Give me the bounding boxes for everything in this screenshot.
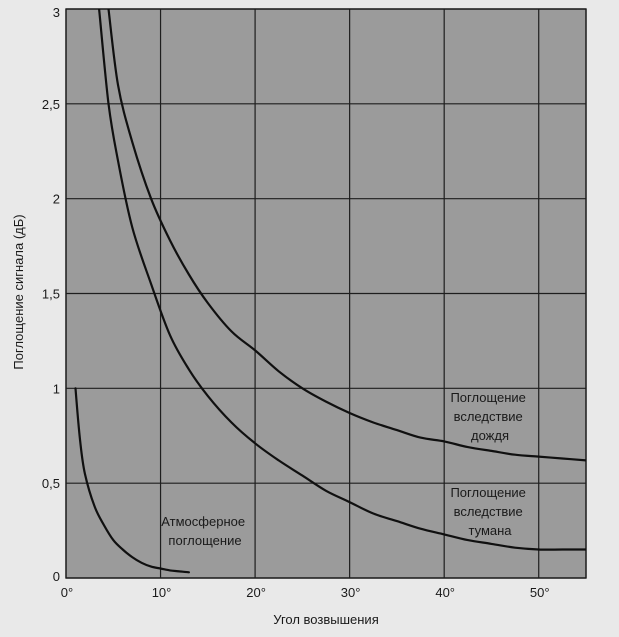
annotation-fog-line-3: тумана xyxy=(468,523,512,538)
x-axis: 0° 10° 20° 30° 40° 50° xyxy=(61,585,550,600)
x-tick-label: 20° xyxy=(246,585,266,600)
annotation-rain-line-1: Поглощение xyxy=(450,390,525,405)
gridlines xyxy=(65,8,587,579)
annotation-atmospheric: Атмосферное поглощение xyxy=(161,514,248,548)
y-tick-label: 0 xyxy=(53,569,60,584)
x-axis-title: Угол возвышения xyxy=(273,612,378,627)
series-atmospheric-line xyxy=(74,387,190,574)
plot-frame xyxy=(65,8,587,579)
x-tick-label: 0° xyxy=(61,585,73,600)
y-tick-label: 0,5 xyxy=(42,476,60,491)
annotation-rain-line-2: вследствие xyxy=(454,409,523,424)
annotation-rain-line-3: дождя xyxy=(471,428,509,443)
annotation-fog-line-2: вследствие xyxy=(454,504,523,519)
y-tick-label: 2,5 xyxy=(42,97,60,112)
x-tick-label: 50° xyxy=(530,585,550,600)
y-axis-title: Поглощение сигнала (дБ) xyxy=(11,214,26,369)
x-tick-label: 30° xyxy=(341,585,361,600)
x-tick-label: 10° xyxy=(152,585,172,600)
y-tick-label: 3 xyxy=(53,5,60,20)
series-rain-line xyxy=(107,9,586,462)
annotation-fog-line-1: Поглощение xyxy=(450,485,525,500)
y-tick-label: 2 xyxy=(53,192,60,207)
y-axis: 0 0,5 1 1,5 2 2,5 3 xyxy=(42,5,60,584)
annotation-atmospheric-line-1: Атмосферное xyxy=(161,514,245,529)
x-tick-label: 40° xyxy=(435,585,455,600)
annotation-fog: Поглощение вследствие тумана xyxy=(450,485,529,538)
series-group xyxy=(74,9,586,574)
series-fog-line xyxy=(98,9,586,551)
y-tick-label: 1,5 xyxy=(42,287,60,302)
annotation-rain: Поглощение вследствие дождя xyxy=(450,390,529,443)
y-tick-label: 1 xyxy=(53,381,60,396)
annotation-atmospheric-line-2: поглощение xyxy=(168,533,241,548)
